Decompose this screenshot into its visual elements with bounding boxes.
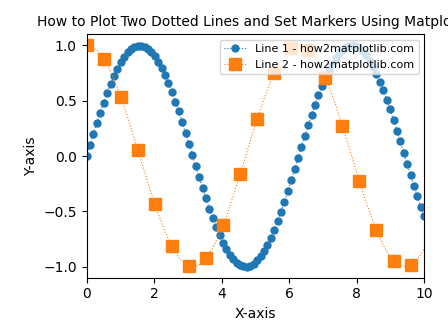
Line 1 - how2matplotlib.com <box>401 151 406 155</box>
Line 2 - how2matplotlib.com <box>162 229 168 234</box>
Line 2 - how2matplotlib.com <box>408 263 413 267</box>
Line 2 - how2matplotlib.com <box>289 46 294 50</box>
Line 2 - how2matplotlib.com <box>422 247 427 251</box>
Line: Line 2 - how2matplotlib.com: Line 2 - how2matplotlib.com <box>81 40 430 272</box>
Line 1 - how2matplotlib.com <box>289 178 294 182</box>
Line 1 - how2matplotlib.com <box>84 154 89 158</box>
Y-axis label: Y-axis: Y-axis <box>24 136 38 176</box>
Line 1 - how2matplotlib.com <box>149 50 154 54</box>
Line 1 - how2matplotlib.com <box>162 73 168 77</box>
Line 1 - how2matplotlib.com <box>411 184 417 188</box>
Line 2 - how2matplotlib.com <box>84 43 89 47</box>
Title: How to Plot Two Dotted Lines and Set Markers Using Matplotlib: How to Plot Two Dotted Lines and Set Mar… <box>37 15 448 29</box>
Line 1 - how2matplotlib.com <box>244 264 250 268</box>
Legend: Line 1 - how2matplotlib.com, Line 2 - how2matplotlib.com: Line 1 - how2matplotlib.com, Line 2 - ho… <box>220 40 418 74</box>
Line 1 - how2matplotlib.com <box>350 43 355 47</box>
Line 1 - how2matplotlib.com <box>261 249 267 253</box>
Line 2 - how2matplotlib.com <box>190 265 195 269</box>
Line 2 - how2matplotlib.com <box>261 97 267 101</box>
Line 1 - how2matplotlib.com <box>422 214 427 218</box>
X-axis label: X-axis: X-axis <box>235 307 276 321</box>
Line 2 - how2matplotlib.com <box>149 192 154 196</box>
Line: Line 1 - how2matplotlib.com: Line 1 - how2matplotlib.com <box>83 42 428 270</box>
Line 2 - how2matplotlib.com <box>398 264 403 268</box>
